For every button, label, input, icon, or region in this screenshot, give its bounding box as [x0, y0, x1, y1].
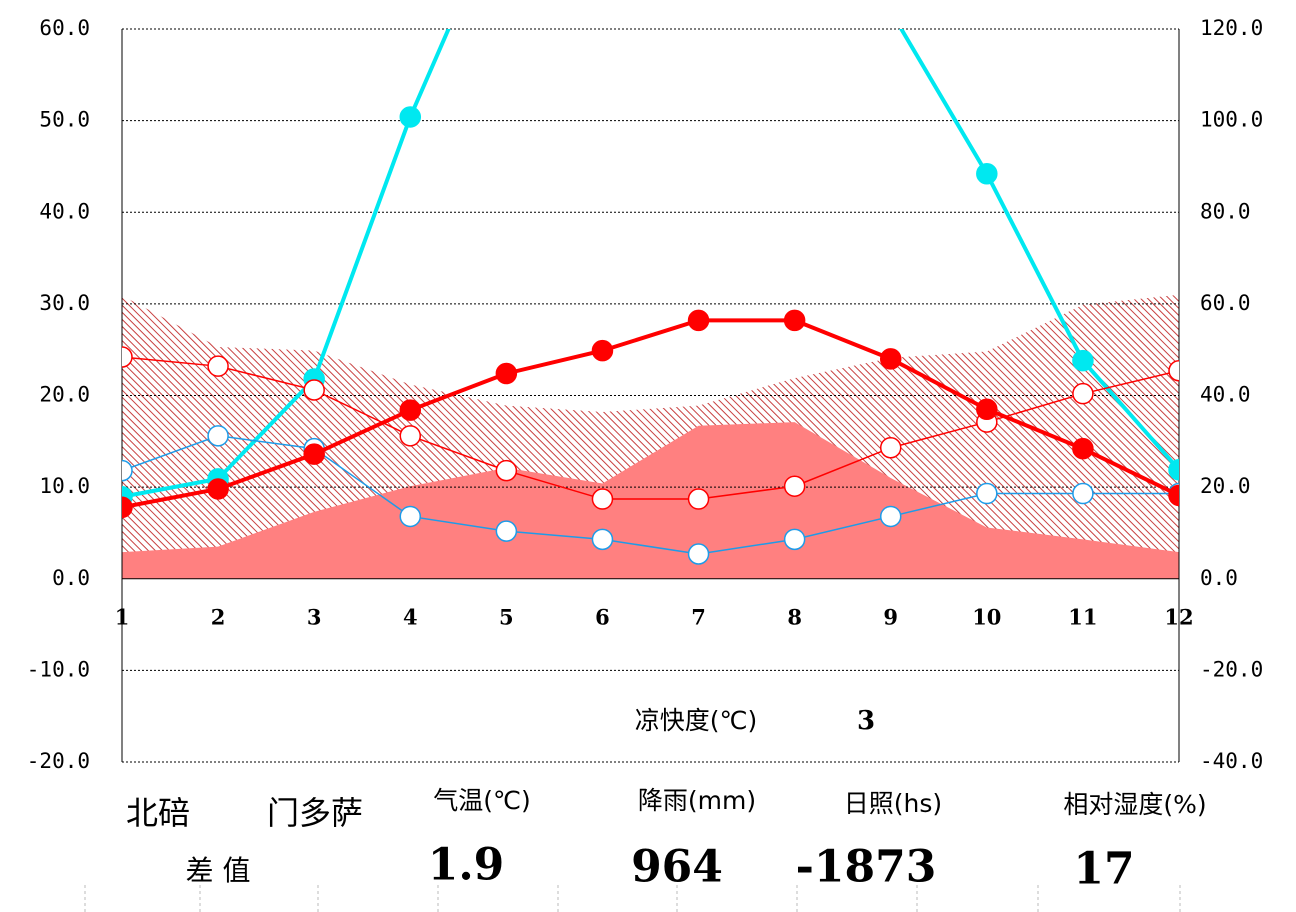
point	[591, 339, 614, 362]
y-tick-label: 20.0	[39, 383, 90, 407]
cooling-label: 凉快度(℃)	[635, 706, 758, 735]
y-tick-label: 0.0	[52, 566, 90, 590]
grid: -20.0-10.00.010.020.030.040.050.060.0-40…	[27, 16, 1263, 773]
point	[399, 505, 422, 528]
x-tick-label: 5	[499, 605, 514, 630]
lines	[122, 1, 1179, 565]
diff-value: -1873	[796, 842, 937, 893]
y-tick-label: 40.0	[39, 199, 90, 223]
x-tick-label: 2	[211, 605, 226, 630]
x-tick-label: 1	[115, 605, 130, 630]
diff-value: 17	[1073, 844, 1134, 895]
point	[591, 528, 614, 551]
area	[122, 422, 1179, 579]
series-line	[122, 29, 1179, 499]
x-tick-label: 11	[1068, 605, 1097, 630]
point	[1168, 458, 1179, 481]
point	[495, 459, 518, 482]
point	[207, 478, 229, 500]
x-tick-label: 3	[307, 605, 322, 630]
point	[122, 496, 133, 519]
y-tick-label: 30.0	[39, 291, 90, 315]
point	[1072, 349, 1094, 372]
point	[122, 346, 133, 368]
point	[1072, 437, 1094, 460]
y2-tick-label: 120.0	[1200, 16, 1263, 40]
point	[687, 543, 710, 565]
y2-tick-label: -20.0	[1200, 657, 1263, 681]
separators	[84, 885, 1181, 912]
point	[303, 443, 325, 465]
point	[495, 520, 518, 542]
series-line	[122, 435, 1179, 555]
point	[1072, 382, 1094, 405]
point	[783, 528, 806, 551]
point	[879, 436, 902, 459]
point	[591, 488, 614, 510]
header: 气温(℃)	[433, 786, 531, 815]
areas	[122, 294, 1179, 579]
y2-tick-label: 20.0	[1200, 474, 1251, 498]
x-tick-label: 12	[1164, 605, 1193, 630]
diff-label: 差 值	[186, 854, 251, 887]
point	[879, 348, 902, 370]
x-tick-label: 6	[595, 605, 610, 630]
point	[495, 362, 518, 385]
point	[783, 309, 806, 332]
y2-tick-label: 60.0	[1200, 291, 1251, 315]
point	[976, 398, 998, 420]
x-tick-label: 9	[883, 605, 898, 630]
header: 日照(hs)	[844, 789, 942, 818]
x-tick-label: 7	[691, 605, 706, 630]
x-tick-label: 8	[787, 605, 802, 630]
diff-value: 1.9	[428, 840, 505, 891]
y-tick-label: 60.0	[39, 16, 90, 40]
point	[687, 309, 710, 332]
point	[976, 482, 998, 505]
point	[122, 459, 133, 482]
x-tick-label: 10	[972, 605, 1001, 630]
point	[399, 399, 422, 421]
point	[1072, 482, 1094, 505]
point	[399, 425, 422, 447]
station: 北碚	[126, 794, 190, 832]
station: 门多萨	[267, 794, 363, 832]
y2-tick-label: 0.0	[1200, 566, 1238, 590]
y2-tick-label: 100.0	[1200, 108, 1263, 132]
cooling-value: 3	[857, 706, 875, 736]
point	[303, 379, 325, 401]
y2-tick-label: 40.0	[1200, 383, 1251, 407]
y-tick-label: -20.0	[27, 749, 90, 773]
y2-tick-label: -40.0	[1200, 749, 1263, 773]
point	[207, 355, 229, 377]
point	[879, 505, 902, 528]
header: 降雨(mm)	[638, 786, 756, 815]
y-tick-label: 10.0	[39, 474, 90, 498]
point	[783, 475, 806, 497]
point	[399, 106, 422, 128]
labels: 凉快度(℃) 3 北碚 门多萨 气温(℃) 降雨(mm) 日照(hs) 相对湿度…	[126, 706, 1207, 895]
point	[1168, 360, 1179, 382]
point	[207, 425, 229, 447]
point	[687, 488, 710, 510]
y2-tick-label: 80.0	[1200, 199, 1251, 223]
x-tick-label: 4	[403, 605, 418, 630]
point	[976, 163, 998, 185]
series-line	[122, 318, 1179, 510]
point	[1168, 484, 1179, 507]
diff-value: 964	[631, 842, 723, 893]
y-tick-label: -10.0	[27, 657, 90, 681]
point	[881, 1, 901, 21]
y-tick-label: 50.0	[39, 108, 90, 132]
header: 相对湿度(%)	[1063, 790, 1206, 819]
